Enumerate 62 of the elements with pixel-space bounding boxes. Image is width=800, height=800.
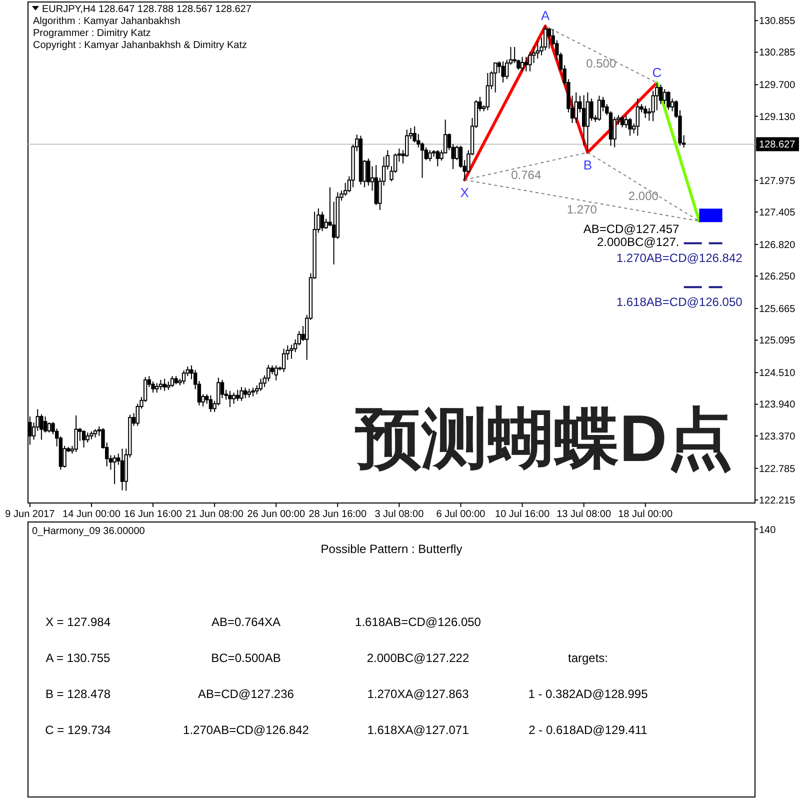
text: 1.618XA@127.071 xyxy=(367,723,470,737)
x-tick-label: 10 Jul 16:00 xyxy=(495,509,550,520)
text: 1 - 0.382AD@128.995 xyxy=(528,687,648,701)
text: 1.270AB=CD@126.842 xyxy=(183,723,310,737)
series-label: 0.764 xyxy=(511,168,542,182)
annotation: Algorithm : Kamyar Jahanbakhsh xyxy=(33,16,180,27)
annotation: Programmer : Dimitry Katz xyxy=(33,28,151,39)
y-tick-label: 130.285 xyxy=(759,48,796,59)
x-tick-label: 18 Jul 00:00 xyxy=(618,509,674,520)
series-label: 0.500 xyxy=(586,56,616,70)
y-tick-label: 126.820 xyxy=(759,240,796,251)
y-tick-label: 126.250 xyxy=(759,272,796,283)
x-tick-label: 13 Jul 08:00 xyxy=(556,509,612,520)
chart-subtitle: EURJPY,H4 128.647 128.788 128.567 128.627 xyxy=(42,4,252,15)
text: 0_Harmony_09 36.00000 xyxy=(32,526,146,537)
annotation: A xyxy=(541,8,550,24)
x-tick-label: 21 Jun 08:00 xyxy=(186,509,244,520)
series-label: 2.000 xyxy=(628,188,659,203)
text: C = 129.734 xyxy=(45,723,112,737)
y-tick-label: 122.785 xyxy=(759,464,796,475)
y-tick-label: 122.215 xyxy=(759,495,796,506)
y-tick-label: 127.975 xyxy=(759,176,796,187)
x-tick-label: 28 Jun 16:00 xyxy=(308,509,367,520)
series-label: 1.618AB=CD@126.050 xyxy=(616,295,743,310)
text: AB=0.764XA xyxy=(211,615,281,629)
y-tick-label: 125.665 xyxy=(759,304,796,316)
x-tick-label: 16 Jun 16:00 xyxy=(124,509,182,520)
text: A = 130.755 xyxy=(46,651,111,665)
text: 2 - 0.618AD@129.411 xyxy=(528,723,648,737)
x-tick-label: 6 Jul 00:00 xyxy=(436,509,486,520)
text: AB=CD@127.236 xyxy=(198,687,294,701)
text: 140 xyxy=(759,525,776,536)
y-tick-label: 129.130 xyxy=(759,112,796,123)
x-tick-label: 9 Jun 2017 xyxy=(5,509,56,520)
y-tick-label: 123.940 xyxy=(759,400,796,411)
x-tick-label: 3 Jul 08:00 xyxy=(374,509,424,520)
text: 1.270XA@127.863 xyxy=(367,687,470,701)
annotation: B xyxy=(583,157,592,172)
text: targets: xyxy=(568,651,608,665)
x-tick-label: 14 Jun 00:00 xyxy=(62,509,121,520)
annotation: 2.000BC@127. xyxy=(596,235,680,250)
y-tick-label: 123.370 xyxy=(759,431,796,442)
series-label: 1.270AB=CD@126.842 xyxy=(616,251,743,266)
text: Possible Pattern : Butterfly xyxy=(320,542,462,556)
text: BC=0.500AB xyxy=(211,651,281,665)
y-tick-label: 130.855 xyxy=(759,16,796,28)
x-tick-label: 26 Jun 00:00 xyxy=(247,509,306,520)
series-label: 1.270 xyxy=(566,202,598,217)
y-tick-label: 124.510 xyxy=(759,368,796,380)
annotation: X xyxy=(460,184,470,200)
y-tick-label: 129.700 xyxy=(759,80,796,92)
text: B = 128.478 xyxy=(45,687,111,701)
y-tick-label: 125.095 xyxy=(759,336,796,347)
text: 1.618AB=CD@126.050 xyxy=(355,615,482,629)
text: 预测蝴蝶D点 xyxy=(354,401,734,475)
annotation: Copyright : Kamyar Jahanbakhsh & Dimitry Katz xyxy=(33,40,247,51)
text: 2.000BC@127.222 xyxy=(366,651,470,665)
ref-line-label: 128.627 xyxy=(759,140,796,151)
annotation: C xyxy=(652,64,662,80)
y-tick-label: 127.405 xyxy=(759,208,796,218)
annotation: AB=CD@127.457 xyxy=(583,222,680,236)
text: X = 127.984 xyxy=(45,615,111,629)
